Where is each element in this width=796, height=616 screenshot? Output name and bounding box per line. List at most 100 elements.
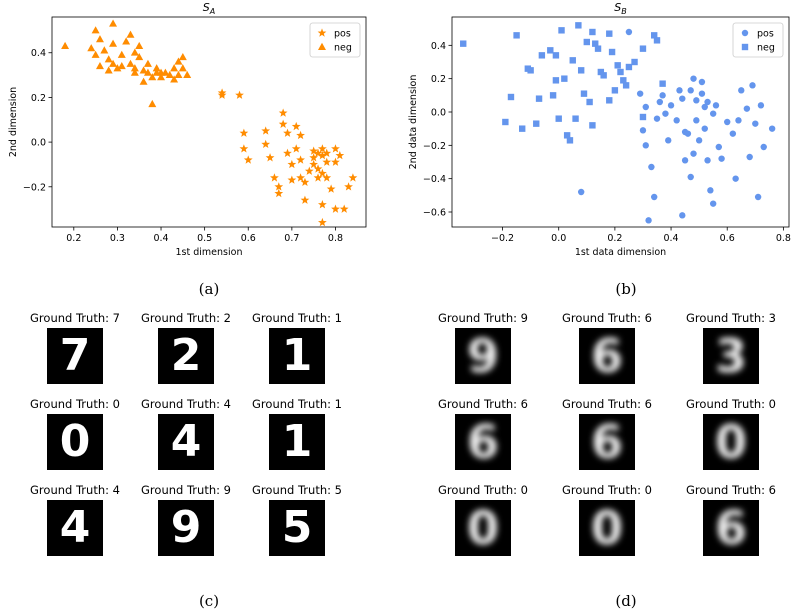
data-point-neg bbox=[583, 38, 590, 46]
data-point-pos bbox=[261, 139, 271, 149]
data-point-pos bbox=[642, 103, 649, 111]
data-point-pos bbox=[718, 155, 725, 162]
digit-image: 4 bbox=[158, 414, 214, 470]
plot-frame bbox=[51, 16, 367, 228]
data-point-pos bbox=[300, 177, 310, 187]
x-tick-label: 0.3 bbox=[110, 233, 125, 244]
digit-glyph: 6 bbox=[714, 501, 747, 555]
digit-sample: Ground Truth: 3 3 bbox=[676, 311, 786, 384]
data-point-pos bbox=[239, 128, 249, 137]
data-point-pos bbox=[318, 144, 327, 153]
data-point-pos bbox=[698, 78, 706, 86]
legend-marker-pos bbox=[741, 29, 749, 37]
data-point-pos bbox=[707, 187, 714, 194]
data-point-neg bbox=[122, 37, 131, 45]
digit-image: 3 bbox=[703, 328, 759, 384]
legend-marker-neg bbox=[318, 42, 326, 50]
ground-truth-label: Ground Truth: 0 bbox=[30, 397, 120, 411]
data-point-pos bbox=[344, 182, 353, 191]
data-point-pos bbox=[270, 173, 279, 182]
data-point-pos bbox=[331, 144, 340, 153]
data-point-neg bbox=[561, 75, 568, 82]
y-tick-label: 0.2 bbox=[31, 93, 46, 104]
data-point-pos bbox=[679, 212, 686, 219]
legend-label-neg: neg bbox=[757, 43, 775, 54]
digit-image: 5 bbox=[269, 500, 325, 556]
data-point-neg bbox=[589, 122, 596, 129]
data-point-pos bbox=[648, 163, 655, 171]
data-point-pos bbox=[709, 110, 717, 117]
data-point-pos bbox=[309, 159, 319, 169]
x-axis-label: 1st dimension bbox=[176, 247, 243, 258]
data-point-neg bbox=[139, 77, 148, 85]
data-point-neg bbox=[161, 68, 170, 76]
digit-glyph: 9 bbox=[170, 502, 202, 553]
data-point-neg bbox=[631, 58, 638, 66]
data-point-pos bbox=[265, 153, 275, 162]
data-point-pos bbox=[715, 143, 722, 151]
data-point-neg bbox=[183, 70, 192, 79]
data-point-pos bbox=[322, 173, 332, 182]
x-tick-label: 0.2 bbox=[607, 233, 622, 244]
digit-sample: Ground Truth: 6 6 bbox=[676, 483, 786, 556]
data-point-pos bbox=[261, 126, 271, 135]
digit-glyph: 9 bbox=[466, 329, 499, 383]
data-point-neg bbox=[606, 30, 613, 37]
y-tick-label: −0.2 bbox=[423, 141, 446, 152]
data-point-pos bbox=[239, 144, 249, 153]
data-point-pos bbox=[676, 87, 683, 94]
digit-sample: Ground Truth: 0 0 bbox=[20, 397, 130, 470]
data-point-neg bbox=[555, 115, 562, 122]
x-tick-label: 0.7 bbox=[284, 233, 299, 244]
data-point-neg bbox=[592, 40, 599, 47]
data-point-neg bbox=[117, 61, 126, 70]
data-point-pos bbox=[309, 146, 319, 155]
data-point-pos bbox=[636, 90, 644, 97]
digit-glyph: 4 bbox=[59, 502, 91, 553]
data-point-neg bbox=[113, 64, 122, 72]
data-point-neg bbox=[558, 27, 565, 34]
x-axis-label: 1st data dimension bbox=[575, 247, 666, 258]
legend-label-pos: pos bbox=[757, 29, 774, 40]
ground-truth-label: Ground Truth: 7 bbox=[30, 311, 120, 325]
data-point-pos bbox=[318, 217, 327, 227]
data-point-pos bbox=[732, 175, 739, 182]
data-point-neg bbox=[611, 87, 619, 94]
data-point-pos bbox=[243, 155, 253, 164]
caption-c: (c) bbox=[198, 592, 220, 610]
legend-label-neg: neg bbox=[334, 43, 352, 54]
data-point-pos bbox=[679, 95, 686, 102]
data-point-pos bbox=[760, 143, 767, 151]
data-point-neg bbox=[130, 68, 139, 76]
data-point-pos bbox=[287, 159, 297, 169]
data-point-pos bbox=[296, 130, 305, 140]
data-point-pos bbox=[735, 117, 742, 124]
data-point-neg bbox=[563, 132, 571, 139]
y-tick-label: 0.4 bbox=[31, 48, 46, 59]
data-point-neg bbox=[109, 39, 118, 47]
data-point-neg bbox=[109, 59, 118, 67]
y-tick-label: 0.0 bbox=[31, 138, 46, 149]
ground-truth-label: Ground Truth: 9 bbox=[141, 483, 231, 497]
data-point-pos bbox=[690, 75, 697, 82]
data-point-neg bbox=[178, 64, 187, 72]
data-point-pos bbox=[318, 200, 327, 209]
digit-glyph: 6 bbox=[466, 415, 499, 469]
data-point-neg bbox=[569, 57, 576, 64]
data-point-pos bbox=[687, 87, 694, 94]
data-point-neg bbox=[100, 46, 109, 54]
data-point-pos bbox=[283, 148, 292, 157]
digit-sample: Ground Truth: 9 9 bbox=[428, 311, 538, 384]
data-point-pos bbox=[296, 155, 305, 164]
data-point-pos bbox=[656, 98, 664, 106]
ground-truth-label: Ground Truth: 1 bbox=[252, 397, 342, 411]
data-point-pos bbox=[667, 102, 675, 109]
data-point-pos bbox=[752, 120, 759, 127]
data-point-neg bbox=[152, 64, 161, 72]
data-point-pos bbox=[642, 142, 649, 149]
data-point-pos bbox=[331, 204, 340, 213]
data-point-pos bbox=[274, 182, 284, 191]
data-point-neg bbox=[608, 48, 616, 56]
data-point-pos bbox=[331, 157, 340, 166]
y-tick-label: 0.0 bbox=[431, 108, 446, 119]
